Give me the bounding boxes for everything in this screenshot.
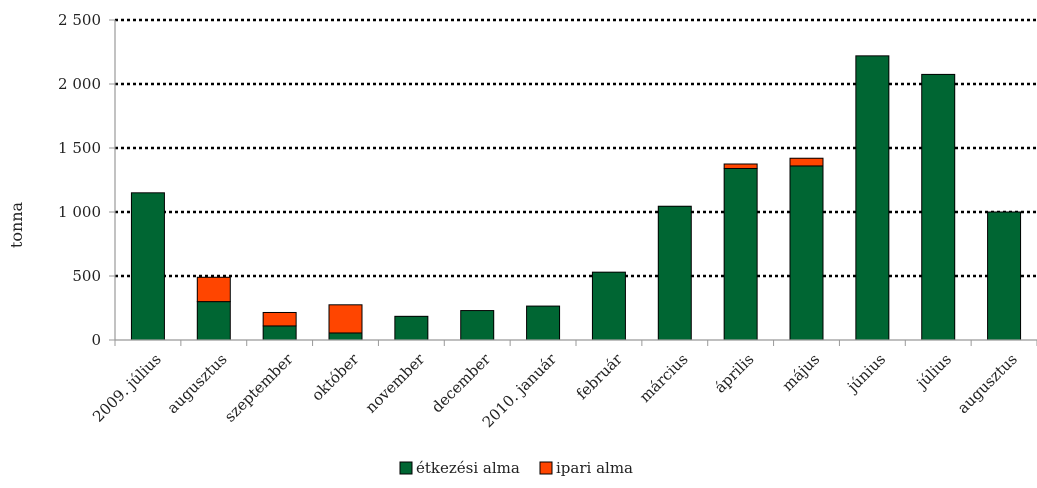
legend: étkezési alma ipari alma <box>399 459 633 477</box>
bar-etkezesi <box>262 325 297 341</box>
y-tick-label: 500 <box>72 267 101 285</box>
bar-ipari <box>262 311 297 327</box>
bar-etkezesi <box>130 192 165 341</box>
gridlines <box>115 18 1037 278</box>
bar-etkezesi <box>460 310 495 341</box>
bar-etkezesi <box>855 55 890 341</box>
bar-etkezesi <box>196 301 231 341</box>
bar-ipari <box>328 304 363 334</box>
bars <box>130 55 1022 341</box>
x-tick-label: október <box>308 350 363 405</box>
x-tick-label: július <box>912 350 955 393</box>
bar-etkezesi <box>657 205 692 341</box>
bar-etkezesi <box>394 315 429 341</box>
x-tick-label: augusztus <box>954 350 1021 417</box>
x-tick-label: szeptember <box>221 350 297 426</box>
y-tick-label: 1 500 <box>58 139 101 157</box>
bar-ipari <box>723 163 758 169</box>
bar-ipari <box>196 276 231 303</box>
x-tick-label: augusztus <box>164 350 231 417</box>
x-tick-label: május <box>779 350 824 395</box>
bar-etkezesi <box>723 167 758 341</box>
y-tick-label: 2 000 <box>58 75 101 93</box>
bar-etkezesi <box>328 332 363 341</box>
bar-etkezesi <box>987 211 1022 341</box>
x-tick-label: április <box>711 350 758 397</box>
x-tick-label: november <box>362 350 429 417</box>
y-tick-labels: 0 500 1 000 1 500 2 000 2 500 <box>58 11 101 349</box>
bar-etkezesi <box>789 165 824 341</box>
x-tick-label: június <box>842 350 889 397</box>
bar-ipari <box>789 157 824 167</box>
bar-etkezesi <box>921 73 956 341</box>
bar-etkezesi <box>591 271 626 341</box>
legend-label: étkezési alma <box>416 459 520 477</box>
legend-label: ipari alma <box>556 459 633 477</box>
x-tick-label: december <box>428 350 495 417</box>
x-tick-label: február <box>573 350 627 404</box>
y-tick-label: 1 000 <box>58 203 101 221</box>
y-tick-label: 2 500 <box>58 11 101 29</box>
x-tick-label: március <box>636 350 692 406</box>
axes <box>109 19 1037 346</box>
y-tick-label: 0 <box>91 331 101 349</box>
x-tick-label: 2009. július <box>89 350 165 426</box>
bar-etkezesi <box>526 305 561 341</box>
y-axis-label: tonna <box>7 201 26 248</box>
legend-swatch <box>399 461 413 475</box>
legend-swatch <box>539 461 553 475</box>
